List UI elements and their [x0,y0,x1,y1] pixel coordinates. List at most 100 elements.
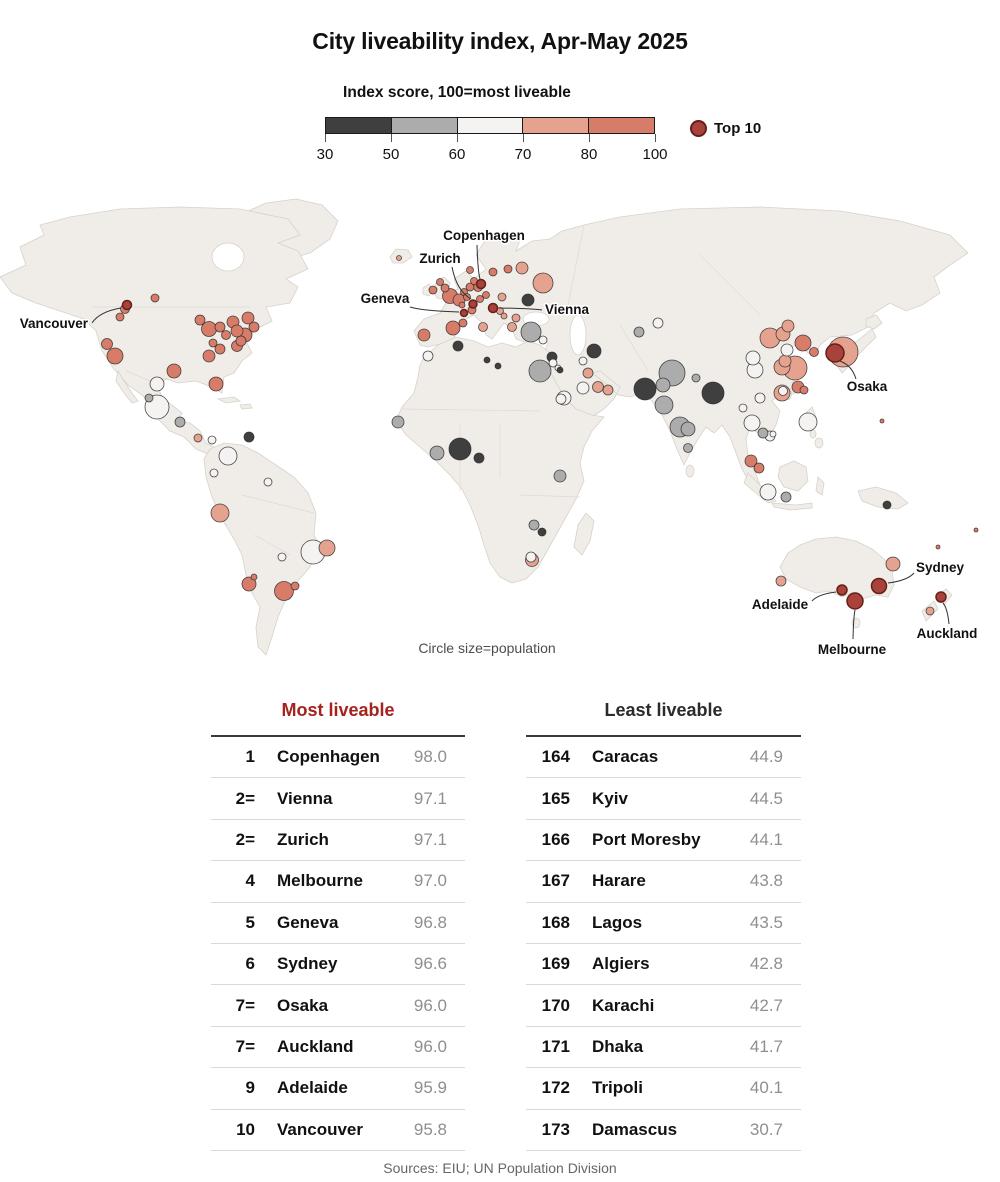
city-cell: Sydney [277,954,338,974]
rank-cell: 167 [541,871,570,891]
city-circle [473,452,485,464]
legend-label: Index score, 100=most liveable [343,84,571,101]
city-circle-melbourne [846,592,864,610]
city-circle-port-moresby [882,500,892,510]
city-circle [241,311,255,325]
city-cell: Dhaka [592,1036,644,1056]
legend-tick-label: 100 [642,146,668,163]
city-circle [436,278,444,286]
world-map-svg: Vancouver Copenhagen Zurich Geneva Vienna Osa… [0,198,979,659]
city-circle [525,551,537,563]
score-cell: 42.8 [749,954,783,974]
city-circle [680,421,696,437]
city-circle [652,317,664,329]
city-circle [799,385,809,395]
city-circle [458,318,468,328]
map-label-copenhagen: Copenhagen [443,228,525,243]
city-circle [780,491,792,503]
score-cell: 44.5 [749,788,783,808]
city-circle [263,477,273,487]
map-label-adelaide: Adelaide [752,597,809,612]
table-row: 9 Adelaide 95.9 [211,1068,465,1110]
table-row: 1 Copenhagen 98.0 [211,737,465,779]
city-circle [440,283,450,293]
city-circle [759,483,777,501]
most-liveable-table: Most liveable 1 Copenhagen 98.0 2= Vienna 97.… [211,700,465,1151]
city-circle-harare [537,527,547,537]
city-circle [633,326,645,338]
city-circle-copenhagen [475,278,487,290]
rank-cell: 170 [541,995,570,1015]
rank-cell: 172 [541,1078,570,1098]
city-circle [466,266,474,274]
city-circle [754,392,766,404]
city-circle-damascus [556,366,564,374]
city-circle [214,343,226,355]
map-label-vienna: Vienna [545,302,590,317]
table-row: 170 Karachi 42.7 [526,985,801,1027]
city-cell: Vancouver [277,1119,363,1139]
top10-dot-icon [690,120,707,137]
city-circle [488,267,498,277]
city-circle [476,295,484,303]
score-cell: 97.0 [413,871,447,891]
city-circle [483,356,491,364]
city-circle [202,349,216,363]
table-row: 2= Zurich 97.1 [211,820,465,862]
city-circle [528,359,552,383]
callout-line [451,266,472,300]
city-cell: Lagos [592,912,643,932]
city-circle [166,363,182,379]
city-circle [500,312,508,320]
city-circle [548,358,558,368]
map-label-zurich: Zurich [419,251,460,266]
city-circle [250,573,258,581]
city-circle [794,334,812,352]
callout-line [91,307,122,324]
city-circle-tripoli [494,362,502,370]
city-cell: Vienna [277,788,333,808]
score-cell: 42.7 [749,995,783,1015]
city-circle [482,291,490,299]
map-note: Circle size=population [418,640,556,656]
rank-cell: 168 [541,912,570,932]
score-cell: 43.5 [749,912,783,932]
city-cell: Adelaide [277,1078,348,1098]
city-circle [582,367,594,379]
city-circle [241,576,257,592]
city-circle [396,255,402,261]
rank-cell: 5 [245,912,255,932]
city-circle [209,468,219,478]
rank-cell: 1 [245,747,255,767]
city-circle [753,462,765,474]
table-row: 7= Osaka 96.0 [211,985,465,1027]
city-cell: Kyiv [592,788,628,808]
city-circle-auckland [935,591,947,603]
table-row: 165 Kyiv 44.5 [526,778,801,820]
city-cell: Copenhagen [277,747,380,767]
callout-line [498,307,543,311]
city-cell: Harare [592,871,646,891]
city-circle [208,376,224,392]
city-circle [207,435,217,445]
city-circle [655,377,671,393]
city-circle [757,427,769,439]
score-cell: 44.1 [749,829,783,849]
city-circle [555,393,567,405]
city-cell: Osaka [277,995,329,1015]
city-circle [973,527,979,533]
city-cell: Karachi [592,995,655,1015]
table-row: 168 Lagos 43.5 [526,903,801,944]
city-circle [744,454,758,468]
table-row: 10 Vancouver 95.8 [211,1110,465,1151]
map-label-auckland: Auckland [917,626,978,641]
city-circle [602,384,614,396]
rank-cell: 9 [245,1078,255,1098]
table-row: 2= Vienna 97.1 [211,778,465,820]
city-circle [193,433,203,443]
legend-colorbar [325,117,655,134]
map-label-osaka: Osaka [847,379,888,394]
legend-tick [324,134,326,142]
city-circle [174,416,186,428]
city-circle [497,292,507,302]
